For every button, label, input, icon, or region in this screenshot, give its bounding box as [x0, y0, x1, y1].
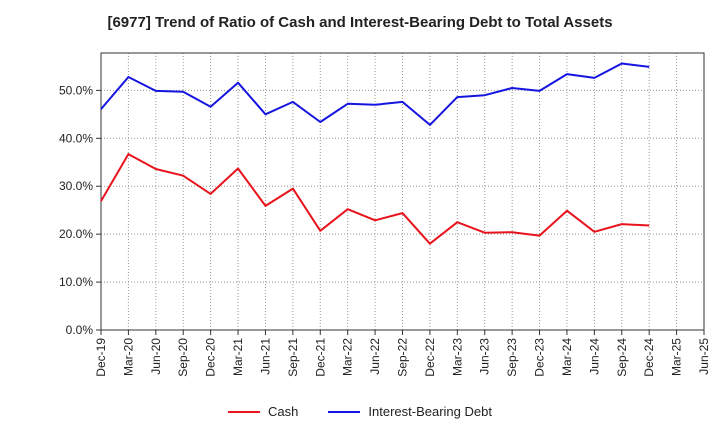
y-tick-label: 20.0%: [59, 227, 93, 241]
x-tick-label: Dec-24: [642, 338, 656, 377]
chart-title: [6977] Trend of Ratio of Cash and Intere…: [107, 14, 613, 31]
legend-item-cash: Cash: [228, 404, 298, 419]
y-tick-label: 10.0%: [59, 275, 93, 289]
legend: Cash Interest-Bearing Debt: [0, 404, 720, 419]
x-tick-label: Dec-21: [313, 338, 327, 377]
x-tick-label: Mar-23: [450, 338, 464, 376]
legend-swatch-cash: [228, 410, 261, 413]
x-tick-label: Dec-22: [423, 338, 437, 377]
x-tick-label: Jun-20: [149, 338, 163, 375]
y-tick-label: 40.0%: [59, 131, 93, 145]
x-tick-label: Mar-22: [341, 338, 355, 376]
x-tick-label: Sep-21: [286, 338, 300, 377]
y-tick-label: 50.0%: [59, 83, 93, 97]
x-tick-label: Jun-22: [368, 338, 382, 375]
x-tick-label: Sep-20: [176, 338, 190, 377]
x-tick-label: Mar-20: [121, 338, 135, 376]
x-tick-label: Mar-21: [231, 338, 245, 376]
series-line-interest-bearing-debt: [100, 62, 650, 126]
series-line-cash: [100, 153, 650, 245]
y-tick-label: 30.0%: [59, 179, 93, 193]
x-tick-label: Dec-20: [204, 338, 218, 377]
x-tick-label: Jun-23: [478, 338, 492, 375]
legend-swatch-interest-bearing-debt: [328, 410, 361, 413]
x-tick-label: Dec-19: [94, 338, 108, 377]
x-tick-label: Mar-25: [670, 338, 684, 376]
legend-item-interest-bearing-debt: Interest-Bearing Debt: [328, 404, 492, 419]
x-tick-label: Sep-24: [615, 338, 629, 377]
legend-label-cash: Cash: [268, 404, 299, 419]
x-tick-label: Sep-23: [505, 338, 519, 377]
x-tick-label: Dec-23: [533, 338, 547, 377]
x-tick-label: Sep-22: [396, 338, 410, 377]
x-tick-label: Jun-24: [587, 338, 601, 375]
x-tick-label: Mar-24: [560, 338, 574, 376]
y-tick-label: 0.0%: [66, 323, 94, 337]
x-tick-label: Jun-25: [697, 338, 711, 375]
legend-label-interest-bearing-debt: Interest-Bearing Debt: [368, 404, 492, 419]
x-tick-label: Jun-21: [258, 338, 272, 375]
